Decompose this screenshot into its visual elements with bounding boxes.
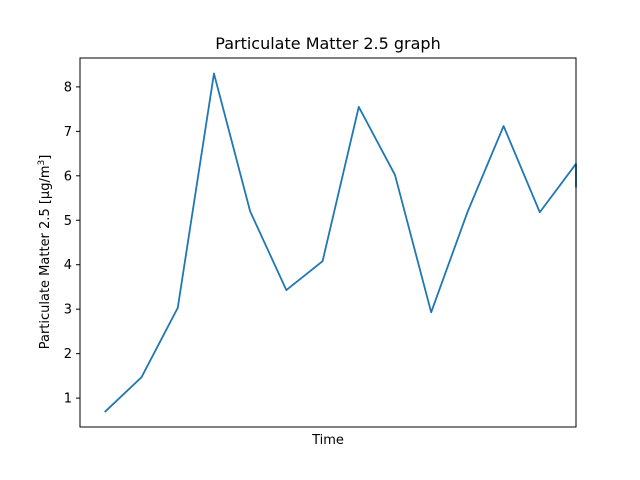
plot-frame [79, 57, 577, 428]
series-layer [104, 72, 577, 413]
y-tick-label: 7 [64, 125, 72, 140]
chart-title: Particulate Matter 2.5 graph [215, 34, 440, 53]
y-tick-label: 4 [64, 258, 72, 273]
y-axis-label-suffix: ] [38, 155, 53, 160]
y-tick-label: 2 [64, 347, 72, 362]
y-tick-label: 1 [64, 392, 72, 407]
y-axis-label-superscript: 3 [37, 160, 47, 166]
y-tick-label: 3 [64, 303, 72, 318]
y-tick-label: 8 [64, 80, 72, 95]
series-line [104, 72, 577, 413]
x-axis-label: Time [311, 433, 344, 448]
y-axis-label-main: Particulate Matter 2.5 [μg/m [38, 166, 53, 350]
y-tick-label: 5 [64, 214, 72, 229]
y-tick-label: 6 [64, 169, 72, 184]
y-axis-label: Particulate Matter 2.5 [μg/m3] [37, 155, 53, 350]
axes-layer: 1 2 3 4 5 6 7 8 [64, 57, 577, 428]
